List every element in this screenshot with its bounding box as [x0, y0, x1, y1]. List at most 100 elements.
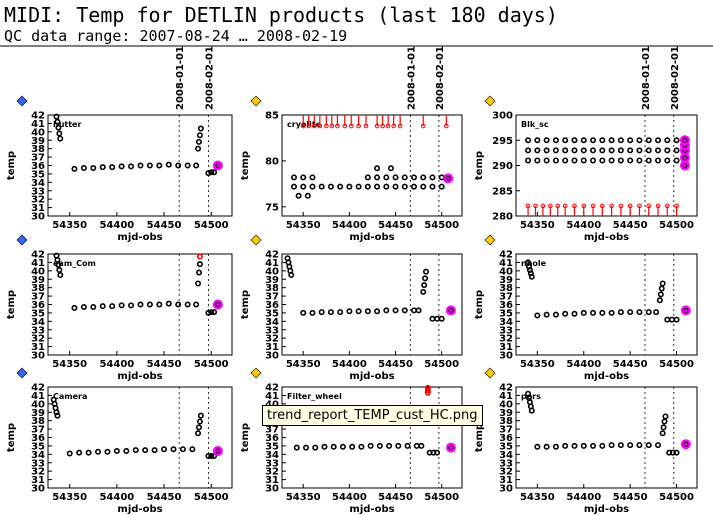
y-tick-label: 34 [499, 450, 513, 461]
out-of-range-head [618, 203, 624, 209]
data-point [337, 183, 344, 190]
y-tick-label: 38 [499, 283, 513, 294]
data-point [673, 449, 680, 456]
data-point [525, 137, 532, 144]
out-of-range-head [581, 203, 587, 209]
data-point [392, 174, 399, 181]
x-tick-label: 54500 [424, 220, 459, 231]
y-tick-label: 40 [499, 399, 513, 410]
out-of-range-head [380, 123, 385, 129]
data-point [339, 443, 346, 450]
y-tick-label: 38 [31, 144, 45, 155]
out-of-range-head [444, 123, 449, 129]
y-tick-label: 32 [31, 195, 45, 206]
y-tick-label: 31 [265, 342, 279, 353]
x-tick-label: 54350 [286, 492, 321, 503]
data-point [608, 157, 615, 164]
data-point [54, 412, 61, 419]
out-of-range-marker [317, 115, 323, 129]
data-point [355, 183, 362, 190]
y-tick-label: 30 [31, 212, 45, 223]
data-point [608, 147, 615, 154]
out-of-range-marker [300, 115, 306, 129]
data-point [208, 309, 215, 316]
x-tick-label: 54400 [566, 359, 601, 370]
y-tick-label: 36 [499, 300, 513, 311]
date-marker-label: 2008-02-01 [670, 46, 681, 110]
y-tick-label: 33 [499, 325, 513, 336]
y-tick-label: 42 [499, 383, 513, 394]
data-point [401, 307, 408, 314]
y-tick-label: 31 [31, 203, 45, 214]
y-tick-label: 285 [492, 186, 513, 197]
y-tick-label: 40 [31, 127, 45, 138]
data-point [420, 288, 427, 295]
data-point [552, 137, 559, 144]
y-tick-label: 30 [265, 351, 279, 362]
data-point [636, 157, 643, 164]
data-point [438, 183, 445, 190]
y-tick-label: 38 [265, 283, 279, 294]
out-of-range-marker [324, 115, 329, 129]
data-point [189, 446, 196, 453]
out-of-range-head [312, 123, 317, 129]
plot-frame [281, 253, 463, 356]
x-tick-label: 54350 [520, 359, 555, 370]
x-tick-label: 54450 [378, 359, 413, 370]
x-tick-label: 54450 [378, 492, 413, 503]
y-tick-label: 42 [31, 250, 45, 261]
data-point [76, 449, 83, 456]
data-point [599, 309, 606, 316]
data-point [422, 275, 429, 282]
y-axis-label: temp [6, 423, 17, 452]
x-axis-label: mjd-obs [349, 371, 394, 382]
data-point [617, 309, 624, 316]
out-of-range-marker [363, 115, 369, 129]
data-point [137, 301, 144, 308]
data-point [543, 443, 550, 450]
data-point [562, 137, 569, 144]
y-tick-label: 32 [265, 467, 279, 478]
y-tick-label: 37 [31, 153, 45, 164]
data-point [85, 449, 92, 456]
out-of-range-head [342, 123, 348, 129]
out-of-range-head [572, 203, 577, 209]
y-tick-label: 36 [31, 300, 45, 311]
latest-point [212, 160, 223, 171]
data-point [645, 137, 652, 144]
out-of-range-marker [590, 203, 596, 216]
data-point [71, 304, 78, 311]
y-tick-label: 34 [265, 450, 279, 461]
data-point [424, 387, 431, 394]
data-point [617, 442, 624, 449]
y-tick-label: 42 [265, 383, 279, 394]
panel-label: eam_Com [53, 259, 96, 268]
data-point [304, 192, 311, 199]
data-point [656, 297, 663, 304]
panel-label: hutter [53, 120, 81, 129]
out-of-range-head [646, 203, 652, 209]
y-tick-label: 42 [31, 383, 45, 394]
data-point [590, 157, 597, 164]
data-point [170, 446, 177, 453]
data-point [57, 135, 64, 142]
data-point [205, 309, 212, 316]
data-point [346, 183, 353, 190]
data-point [429, 315, 436, 322]
y-tick-label: 37 [499, 425, 513, 436]
y-tick-label: 36 [31, 161, 45, 172]
y-tick-label: 32 [499, 467, 513, 478]
data-point [395, 442, 402, 449]
data-point [156, 162, 163, 169]
out-of-range-marker [306, 115, 312, 129]
out-of-range-head [324, 123, 329, 129]
panel-label: Camera [53, 392, 87, 401]
y-tick-label: 40 [31, 266, 45, 277]
out-of-range-marker [674, 203, 679, 216]
data-point [580, 442, 587, 449]
y-tick-label: 41 [31, 391, 45, 402]
data-point [355, 308, 362, 315]
data-point [128, 302, 135, 309]
y-tick-label: 42 [31, 111, 45, 122]
data-point [156, 301, 163, 308]
